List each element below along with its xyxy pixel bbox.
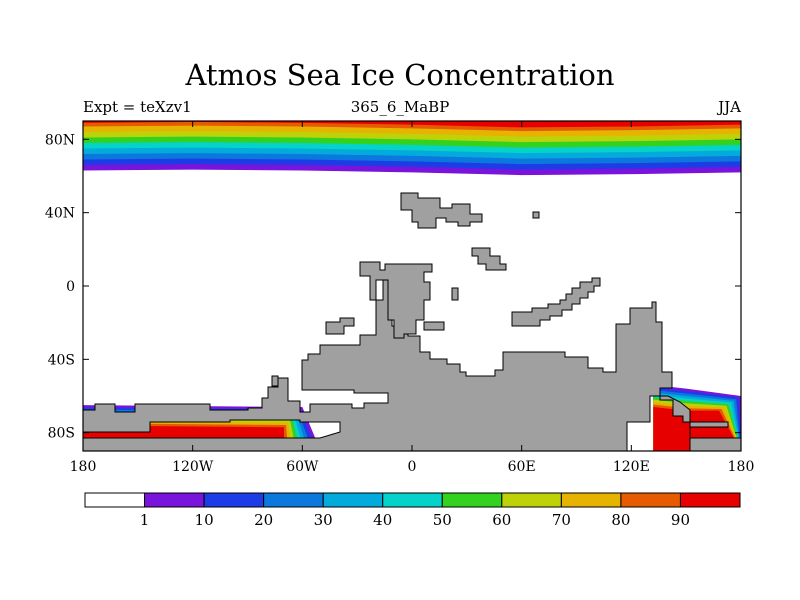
season-label: JJA <box>718 98 741 116</box>
colorbar-swatch <box>203 492 265 508</box>
colorbar-swatch <box>441 492 503 508</box>
period-label: 365_6_MaBP <box>350 98 450 116</box>
colorbar-swatch <box>144 492 205 508</box>
colorbar-label: 80 <box>611 511 630 529</box>
experiment-label: Expt = teXzv1 <box>83 98 192 116</box>
x-tick-label: 0 <box>408 459 417 475</box>
land-island-east-3 <box>511 277 601 327</box>
colorbar-swatch <box>263 492 324 508</box>
colorbar-label: 50 <box>433 511 452 529</box>
colorbar: 1 10 20 30 40 50 60 70 80 90 <box>84 492 741 529</box>
colorbar-label: 1 <box>140 511 150 529</box>
y-tick-label: 0 <box>66 279 75 295</box>
colorbar-label: 30 <box>314 511 333 529</box>
colorbar-label: 90 <box>671 511 690 529</box>
chart-title: Atmos Sea Ice Concentration <box>185 58 615 92</box>
land-mask <box>83 192 741 451</box>
y-tick-label: 40S <box>48 352 75 368</box>
colorbar-swatch <box>560 492 622 508</box>
land-island-west-4 <box>271 375 279 387</box>
land-island-west-3 <box>451 287 459 301</box>
land-central-mass <box>359 261 433 339</box>
x-tick-label: 60E <box>508 459 536 475</box>
x-tick-label: 180 <box>70 459 97 475</box>
colorbar-swatch <box>84 492 146 508</box>
land-north-block <box>400 192 483 229</box>
colorbar-swatch <box>620 492 681 508</box>
axis-ticks: 180 120W 60W 0 60E 120E 180 80N 40N 0 40S 80S <box>45 121 754 475</box>
colorbar-swatch <box>679 492 741 508</box>
x-tick-label: 120E <box>613 459 650 475</box>
colorbar-label: 20 <box>254 511 273 529</box>
x-tick-label: 120W <box>172 459 214 475</box>
colorbar-swatch <box>382 492 443 508</box>
colorbar-label: 60 <box>492 511 511 529</box>
colorbar-swatch <box>322 492 384 508</box>
land-island-west-2 <box>423 321 445 331</box>
y-tick-label: 80N <box>45 132 75 148</box>
y-tick-label: 80S <box>48 426 75 442</box>
land-island-east-1 <box>471 247 507 271</box>
x-tick-label: 180 <box>728 459 755 475</box>
colorbar-label: 70 <box>552 511 571 529</box>
colorbar-label: 10 <box>195 511 214 529</box>
land-island-west-1 <box>325 317 355 335</box>
colorbar-swatch <box>501 492 562 508</box>
x-tick-label: 60W <box>286 459 319 475</box>
land-island-east-2 <box>532 211 540 219</box>
y-tick-label: 40N <box>45 206 75 222</box>
colorbar-label: 40 <box>373 511 392 529</box>
